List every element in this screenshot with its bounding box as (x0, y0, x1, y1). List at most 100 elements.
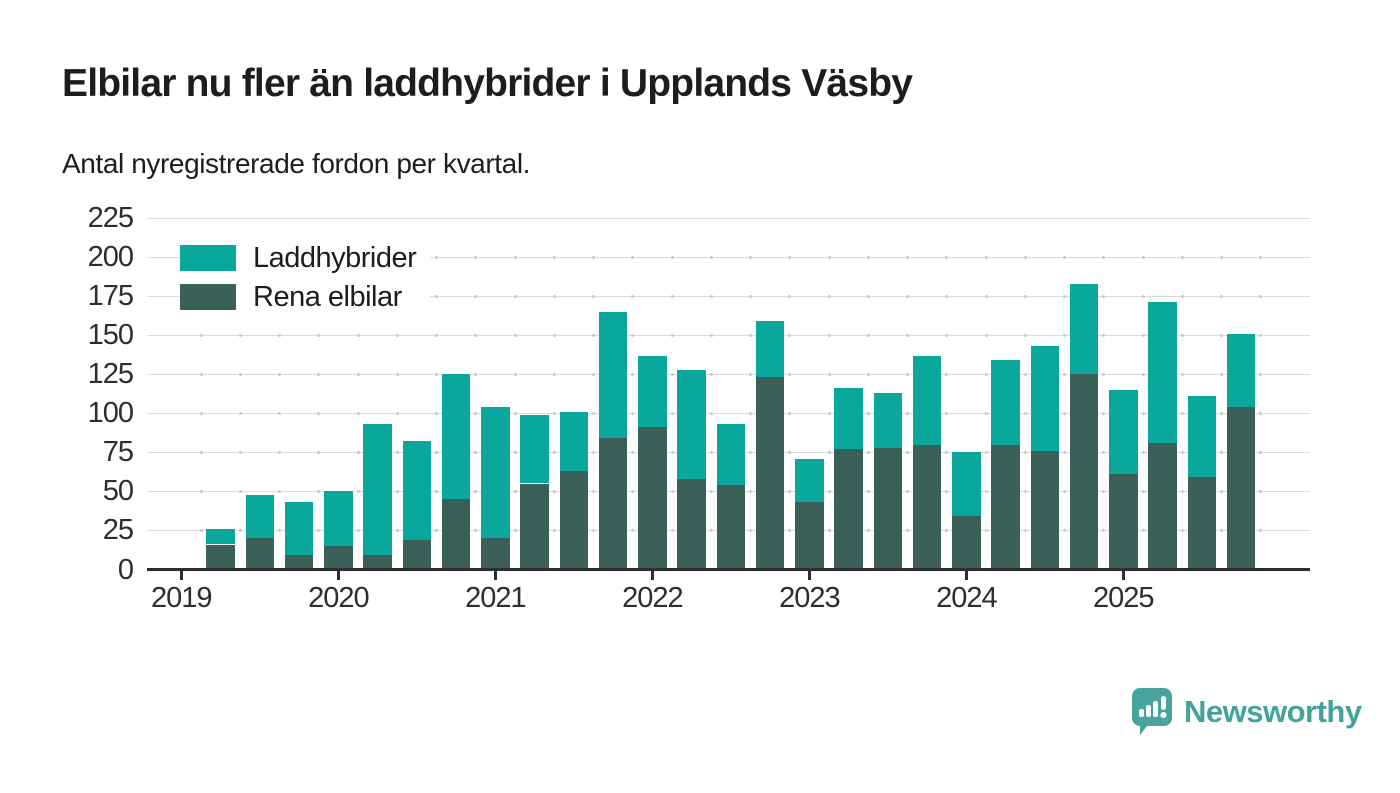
bar-segment-laddhybrider (1187, 396, 1217, 478)
bar-segment-laddhybrider (716, 424, 746, 486)
minor-grid-dot (592, 255, 595, 259)
minor-grid-dot (788, 411, 792, 415)
bar-segment-rena-elbilar (755, 377, 785, 570)
minor-grid-dot (474, 489, 478, 493)
bar-segment-laddhybrider (1030, 346, 1060, 451)
minor-grid-dot (513, 294, 517, 298)
minor-grid-dot (631, 528, 635, 532)
y-tick-label: 50 (102, 475, 134, 508)
minor-grid-dot (709, 528, 713, 532)
minor-grid-dot (945, 489, 949, 493)
minor-grid-dot (906, 294, 909, 298)
x-axis-tick (964, 570, 968, 580)
legend-label-laddhybrider: Laddhybrider (253, 241, 417, 274)
bar-segment-rena-elbilar (324, 546, 353, 570)
minor-grid-dot (1141, 411, 1145, 415)
minor-grid-dot (278, 450, 281, 454)
minor-grid-dot (278, 528, 281, 532)
minor-grid-dot (1259, 450, 1263, 454)
minor-grid-dot (1180, 450, 1184, 454)
minor-grid-dot (984, 372, 988, 376)
y-tick-label: 125 (87, 358, 134, 391)
minor-grid-dot (749, 294, 752, 298)
minor-grid-dot (356, 333, 360, 337)
minor-grid-dot (631, 333, 635, 337)
minor-grid-dot (945, 255, 949, 259)
minor-grid-dot (827, 333, 831, 337)
bar-segment-laddhybrider (245, 494, 275, 539)
minor-grid-dot (827, 489, 831, 493)
minor-grid-dot (1259, 528, 1263, 532)
minor-grid-dot (317, 372, 321, 376)
minor-grid-dot (749, 411, 752, 415)
x-tick-label: 2023 (779, 582, 841, 614)
chart-title: Elbilar nu fler än laddhybrider i Upplan… (62, 62, 913, 105)
minor-grid-dot (317, 489, 321, 493)
minor-grid-dot (238, 333, 242, 337)
minor-grid-dot (592, 333, 595, 337)
minor-grid-dot (435, 528, 438, 532)
minor-grid-dot (906, 372, 909, 376)
legend-swatch-rena-elbilar (180, 284, 236, 310)
minor-grid-dot (238, 450, 242, 454)
y-tick-label: 25 (102, 514, 134, 547)
legend-item-laddhybrider: Laddhybrider (180, 241, 431, 274)
minor-grid-dot (1220, 528, 1223, 532)
bar-segment-laddhybrider (481, 407, 510, 539)
minor-grid-dot (513, 411, 517, 415)
newsworthy-logo-icon (1132, 688, 1172, 735)
bar-segment-laddhybrider (206, 528, 235, 545)
minor-grid-dot (827, 528, 831, 532)
bar-segment-rena-elbilar (598, 438, 628, 570)
bar-segment-laddhybrider (441, 374, 471, 500)
minor-grid-dot (1220, 255, 1223, 259)
minor-grid-dot (788, 294, 792, 298)
y-tick-label: 0 (117, 553, 134, 586)
bar-segment-rena-elbilar (481, 538, 510, 570)
minor-grid-dot (513, 333, 517, 337)
minor-grid-dot (474, 333, 478, 337)
minor-grid-dot (1180, 255, 1184, 259)
minor-grid-dot (395, 489, 399, 493)
minor-grid-dot (1259, 411, 1263, 415)
minor-grid-dot (278, 372, 281, 376)
minor-grid-dot (1220, 372, 1223, 376)
bar-segment-rena-elbilar (795, 502, 824, 570)
minor-grid-dot (788, 528, 792, 532)
minor-grid-dot (199, 333, 203, 337)
minor-grid-dot (945, 450, 949, 454)
bar-segment-rena-elbilar (1069, 374, 1099, 570)
minor-grid-dot (513, 489, 517, 493)
bar-segment-rena-elbilar (1148, 443, 1177, 570)
minor-grid-dot (1063, 294, 1066, 298)
y-tick-label: 150 (87, 319, 134, 352)
bar-segment-laddhybrider (402, 441, 432, 540)
minor-grid-dot (1259, 333, 1263, 337)
minor-grid-dot (1023, 255, 1027, 259)
bar-segment-rena-elbilar (1226, 407, 1256, 570)
minor-grid-dot (592, 450, 595, 454)
minor-grid-dot (552, 255, 556, 259)
minor-grid-dot (866, 333, 870, 337)
bar-segment-laddhybrider (912, 355, 942, 445)
minor-grid-dot (906, 528, 909, 532)
minor-grid-dot (1220, 294, 1223, 298)
minor-grid-dot (749, 372, 752, 376)
minor-grid-dot (631, 255, 635, 259)
minor-grid-dot (670, 411, 674, 415)
minor-grid-dot (474, 411, 478, 415)
chart-subtitle: Antal nyregistrerade fordon per kvartal. (62, 148, 531, 179)
minor-grid-dot (552, 372, 556, 376)
minor-grid-dot (317, 333, 321, 337)
bar-segment-rena-elbilar (638, 427, 667, 570)
minor-grid-dot (866, 372, 870, 376)
minor-grid-dot (906, 489, 909, 493)
minor-grid-dot (1023, 372, 1027, 376)
minor-grid-dot (1102, 333, 1106, 337)
bar-segment-rena-elbilar (1030, 450, 1060, 570)
bar-segment-laddhybrider (1226, 333, 1256, 407)
bar-segment-rena-elbilar (873, 447, 903, 570)
y-tick-label: 75 (102, 436, 134, 469)
minor-grid-dot (356, 411, 360, 415)
minor-grid-dot (474, 528, 478, 532)
